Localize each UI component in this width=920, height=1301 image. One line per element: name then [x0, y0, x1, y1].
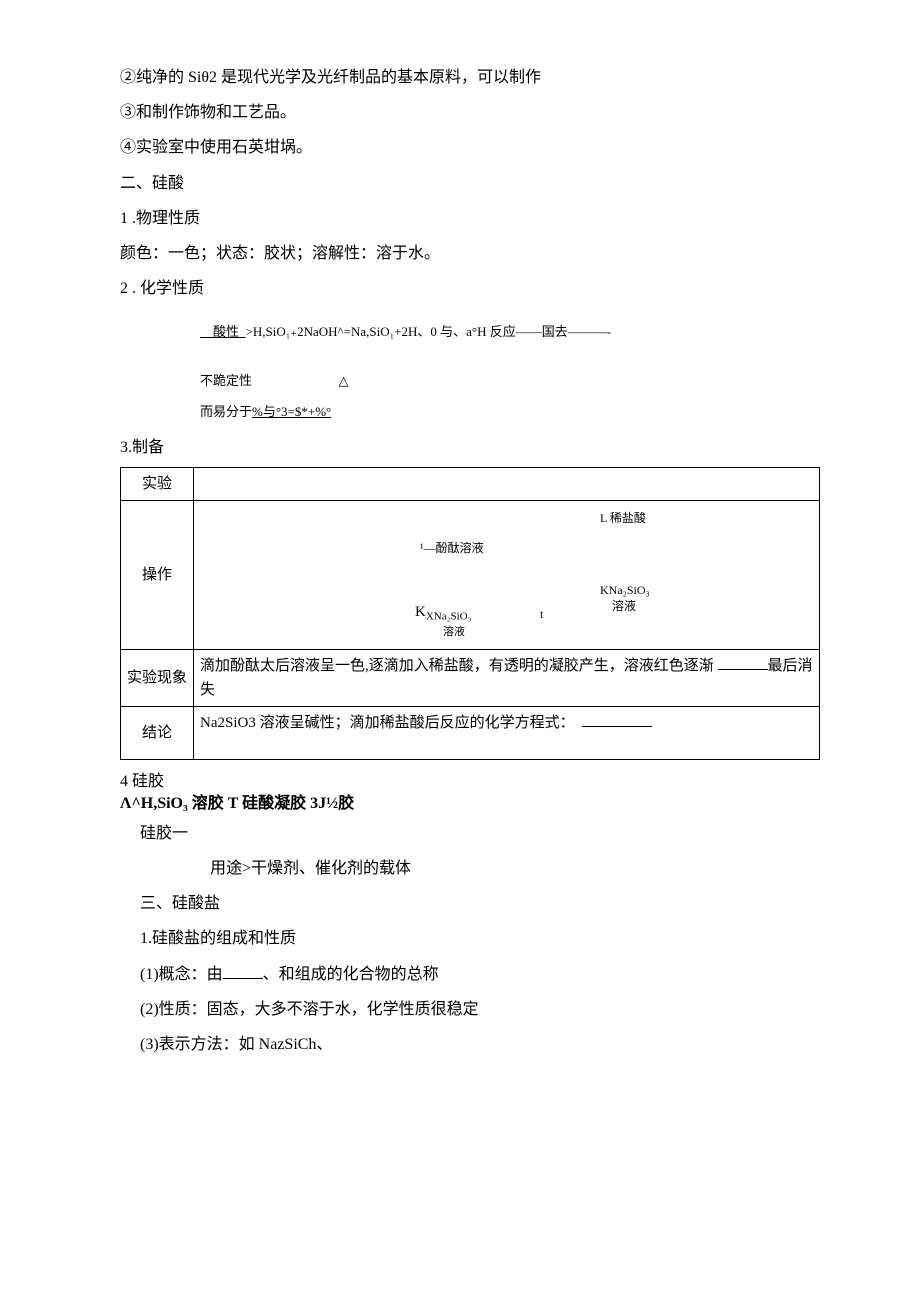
- label-k-prefix: K: [415, 604, 426, 620]
- phenomenon-text-a: 滴加酚酞太后溶液呈一色,逐滴加入稀盐酸，有透明的凝胶产生，溶液红色逐渐: [200, 658, 718, 674]
- label-phenolphthalein-text: —酚酞溶液: [424, 541, 484, 555]
- para-crucible: ④实验室中使用石英坩埚。: [120, 130, 820, 165]
- heading-silicic-acid: 二、硅酸: [120, 166, 820, 201]
- formula-decompose-prefix: 而易分于: [200, 404, 252, 419]
- para-physical-props: 颜色：一色；状态：胶状；溶解性：溶于水。: [120, 236, 820, 271]
- label-k-xna2sio3: KXNa₂SiO₃ 溶液: [415, 603, 471, 639]
- formula-instability: 不跪定性 △: [200, 367, 820, 396]
- experiment-table: 实验 操作 L 稀盐酸 ¹—酚酞溶液 KNa₂SiO₃ 溶液 KXNa₂SiO₃…: [120, 467, 820, 760]
- label-kna2sio3-formula: KNa₂SiO₃: [600, 583, 650, 597]
- label-dilute-hcl: L 稀盐酸: [600, 511, 646, 527]
- table-row: 实验现象 滴加酚酞太后溶液呈一色,逐滴加入稀盐酸，有透明的凝胶产生，溶液红色逐渐…: [121, 650, 820, 707]
- conclusion-text: Na2SiO3 溶液呈碱性；滴加稀盐酸后反应的化学方程式：: [200, 715, 575, 731]
- table-row: 操作 L 稀盐酸 ¹—酚酞溶液 KNa₂SiO₃ 溶液 KXNa₂SiO₃ 溶液…: [121, 501, 820, 650]
- label-xna2sio3-formula: XNa₂SiO₃: [426, 611, 472, 623]
- label-phenolphthalein: ¹—酚酞溶液: [420, 541, 484, 557]
- cell-phenomenon-content: 滴加酚酞太后溶液呈一色,逐滴加入稀盐酸，有透明的凝胶产生，溶液红色逐渐 最后消失: [194, 650, 820, 707]
- cell-operation-content: L 稀盐酸 ¹—酚酞溶液 KNa₂SiO₃ 溶液 KXNa₂SiO₃ 溶液 t: [194, 501, 820, 650]
- para-sio2-optical: ②纯净的 Siθ2 是现代光学及光纤制品的基本原料，可以制作: [120, 60, 820, 95]
- blank-concept: [223, 962, 263, 979]
- para-properties: (2)性质：固态，大多不溶于水，化学性质很稳定: [140, 992, 820, 1027]
- cell-experiment-empty: [194, 468, 820, 501]
- label-kna2sio3: KNa₂SiO₃ 溶液: [600, 583, 650, 614]
- formula-acidity-prefix: __酸性_: [200, 324, 246, 339]
- label-t: t: [540, 607, 543, 623]
- para-uses: 用途>干燥剂、催化剂的载体: [210, 851, 820, 886]
- blank-conclusion: [582, 711, 652, 727]
- heading-physical-props: 1 .物理性质: [120, 201, 820, 236]
- cell-experiment-label: 实验: [121, 468, 194, 501]
- formula-decompose: 而易分于%与°3=$*+%°: [200, 398, 820, 427]
- para-sol-gel: Λ^H,SiO₃ 溶胶 T 硅酸凝胶 3J½胶: [120, 793, 820, 815]
- formula-acidity: __酸性_>H,SiO₁₊2NaOH^=Na,SiO₁+2H、0 与、a°H 反…: [200, 318, 820, 347]
- triangle-symbol: △: [339, 373, 349, 388]
- heading-silicates: 三、硅酸盐: [140, 886, 820, 921]
- formula-decompose-rest: %与°3=$*+%°: [252, 404, 331, 419]
- para-notation: (3)表示方法：如 NazSiCh、: [140, 1027, 820, 1062]
- cell-phenomenon-label: 实验现象: [121, 650, 194, 707]
- cell-operation-label: 操作: [121, 501, 194, 650]
- cell-conclusion-label: 结论: [121, 707, 194, 760]
- concept-text-b: 、和组成的化合物的总称: [263, 966, 439, 983]
- formula-instability-text: 不跪定性: [200, 373, 252, 388]
- formula-block: __酸性_>H,SiO₁₊2NaOH^=Na,SiO₁+2H、0 与、a°H 反…: [200, 318, 820, 426]
- heading-preparation: 3.制备: [120, 430, 820, 465]
- para-silica-gel-one: 硅胶一: [140, 816, 820, 851]
- table-row: 结论 Na2SiO3 溶液呈碱性；滴加稀盐酸后反应的化学方程式：: [121, 707, 820, 760]
- table-row: 实验: [121, 468, 820, 501]
- para-concept: (1)概念：由 、和组成的化合物的总称: [140, 957, 820, 992]
- blank-phenomenon: [718, 654, 768, 670]
- label-xna2sio3-solution: 溶液: [443, 626, 465, 638]
- concept-text-a: (1)概念：由: [140, 966, 223, 983]
- para-decoration: ③和制作饰物和工艺品。: [120, 95, 820, 130]
- heading-silicate-composition: 1.硅酸盐的组成和性质: [140, 921, 820, 956]
- cell-conclusion-content: Na2SiO3 溶液呈碱性；滴加稀盐酸后反应的化学方程式：: [194, 707, 820, 760]
- label-kna2sio3-solution: 溶液: [612, 599, 636, 613]
- heading-chemical-props: 2 . 化学性质: [120, 271, 820, 306]
- formula-acidity-rest: >H,SiO₁₊2NaOH^=Na,SiO₁+2H、0 与、a°H 反应——国去…: [246, 324, 612, 339]
